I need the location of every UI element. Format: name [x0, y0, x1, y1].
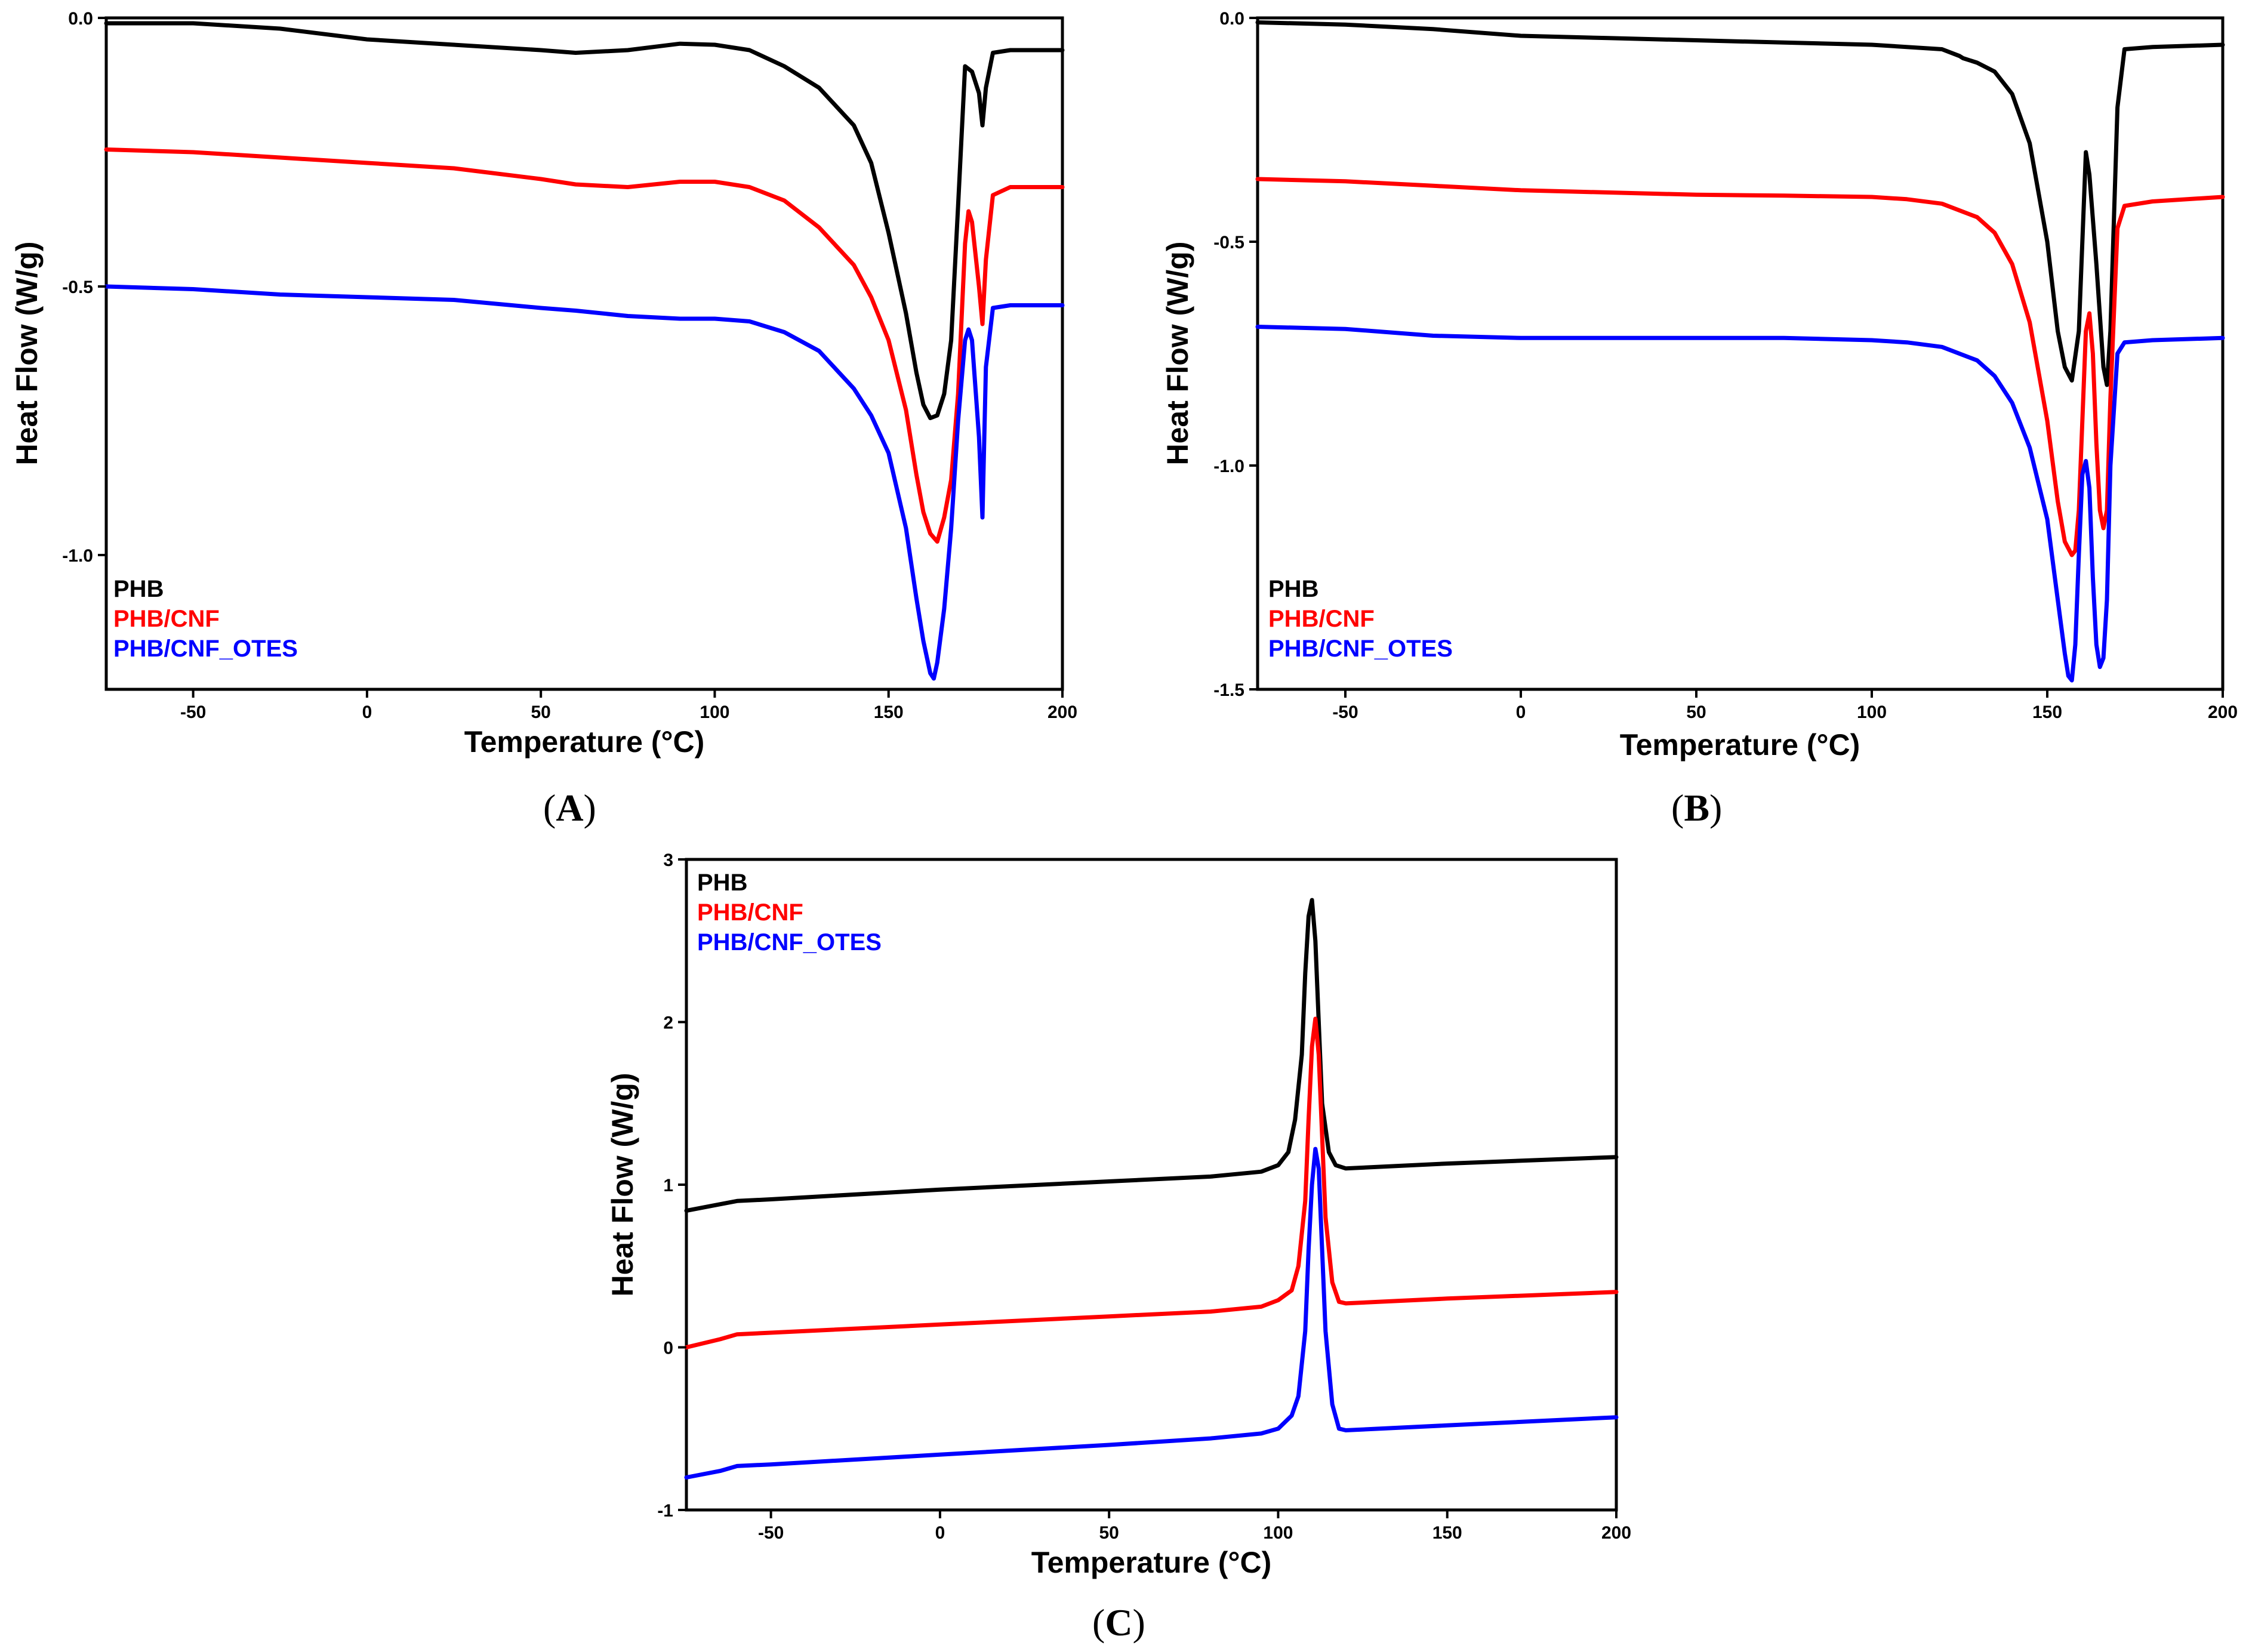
x-tick-label: 0	[1516, 702, 1526, 722]
series-line-phb	[104, 21, 1065, 420]
plot-frame	[685, 858, 1618, 1512]
series-line-phb-cnf-otes	[104, 284, 1065, 681]
series-line-phb-cnf-otes	[1255, 325, 2225, 683]
panel-a: -50 0 50 100 150 200 0.0 -0.5 -1.0 Temperature (…	[10, 9, 1077, 829]
y-axis-title: Heat Flow (W/g)	[1161, 242, 1194, 466]
y-tick-label: -1.0	[62, 546, 93, 566]
legend: PHB PHB/CNF PHB/CNF_OTES	[697, 870, 882, 956]
panel-letter: B	[1684, 787, 1709, 829]
legend: PHB PHB/CNF PHB/CNF_OTES	[113, 576, 298, 662]
series-line-phb-cnf	[684, 1016, 1619, 1349]
y-axis-title: Heat Flow (W/g)	[10, 242, 44, 466]
panel-label: (C)	[1092, 1601, 1145, 1644]
x-tick-label: 100	[1857, 702, 1887, 722]
y-axis-title: Heat Flow (W/g)	[606, 1073, 639, 1297]
x-axis-title: Temperature (°C)	[464, 725, 704, 759]
y-tick-label: 0.0	[68, 9, 93, 29]
panel-b: -50 0 50 100 150 200 0.0 -0.5 -1.0 -1.5 Temperatu…	[1161, 9, 2238, 829]
series-line-phb-cnf-otes	[684, 1146, 1619, 1480]
legend-item-phb-cnf-otes: PHB/CNF_OTES	[1268, 636, 1453, 662]
series-line-phb-cnf	[1255, 177, 2225, 557]
x-tick-label: 200	[1048, 702, 1077, 722]
y-tick-label: -0.5	[1213, 233, 1244, 252]
x-tick-label: 100	[700, 702, 729, 722]
y-tick-label: 0.0	[1219, 9, 1244, 29]
legend-item-phb-cnf: PHB/CNF	[697, 899, 803, 926]
x-tick-label: -50	[180, 702, 206, 722]
series-line-phb-cnf	[104, 147, 1065, 544]
legend-item-phb: PHB	[1268, 576, 1318, 602]
x-tick-label: 150	[1432, 1523, 1462, 1543]
x-tick-label: 50	[1686, 702, 1706, 722]
series-line-phb	[684, 898, 1619, 1213]
x-tick-label: 200	[2208, 702, 2238, 722]
legend: PHB PHB/CNF PHB/CNF_OTES	[1268, 576, 1453, 662]
x-tick-label: 0	[362, 702, 372, 722]
legend-item-phb-cnf-otes: PHB/CNF_OTES	[113, 636, 298, 662]
y-tick-label: -0.5	[62, 278, 93, 297]
x-tick-label: 50	[531, 702, 550, 722]
x-tick-label: -50	[1332, 702, 1358, 722]
x-tick-label: 150	[874, 702, 904, 722]
x-axis-title: Temperature (°C)	[1620, 728, 1860, 762]
panel-label: (A)	[543, 787, 596, 829]
y-tick-label: 2	[663, 1013, 673, 1033]
panel-label: (B)	[1671, 787, 1722, 829]
x-tick-label: 150	[2032, 702, 2062, 722]
legend-item-phb-cnf-otes: PHB/CNF_OTES	[697, 929, 882, 956]
y-tick-label: 1	[663, 1176, 673, 1195]
panel-letter: C	[1105, 1601, 1132, 1644]
x-axis-title: Temperature (°C)	[1031, 1546, 1271, 1579]
y-tick-label: -1.5	[1213, 680, 1244, 700]
plot-frame	[104, 16, 1064, 691]
legend-item-phb: PHB	[113, 576, 164, 602]
y-tick-label: 3	[663, 850, 673, 870]
legend-item-phb: PHB	[697, 870, 747, 896]
x-tick-label: 200	[1601, 1523, 1631, 1543]
plot-frame	[1256, 16, 2225, 691]
x-tick-label: 0	[935, 1523, 945, 1543]
legend-item-phb-cnf: PHB/CNF	[113, 606, 220, 632]
y-tick-label: -1.0	[1213, 457, 1244, 476]
panel-c: -50 0 50 100 150 200 3 2 1 0 -1 Temperature (°C) H…	[606, 850, 1631, 1644]
x-tick-label: -50	[758, 1523, 784, 1543]
y-tick-label: 0	[663, 1339, 673, 1358]
x-tick-label: 100	[1263, 1523, 1293, 1543]
legend-item-phb-cnf: PHB/CNF	[1268, 606, 1375, 632]
panel-letter: A	[556, 787, 583, 829]
x-tick-label: 50	[1099, 1523, 1119, 1543]
y-tick-label: -1	[657, 1501, 673, 1521]
series-line-phb	[1255, 20, 2225, 387]
